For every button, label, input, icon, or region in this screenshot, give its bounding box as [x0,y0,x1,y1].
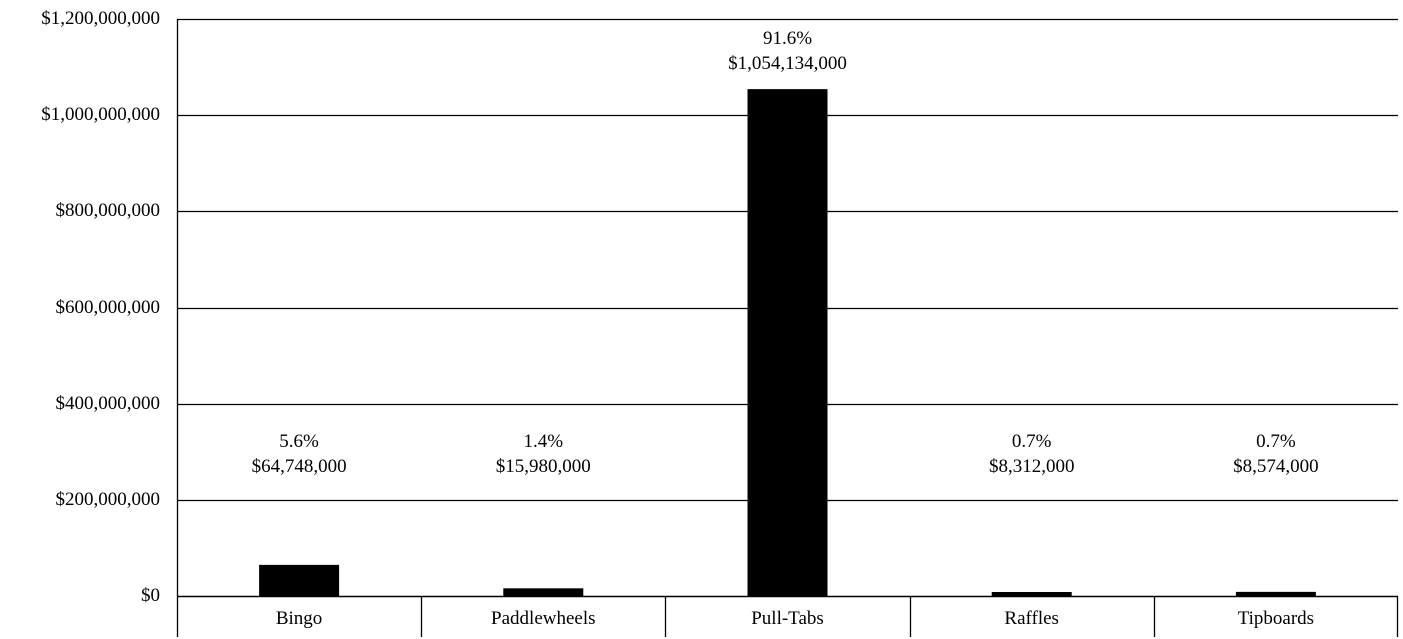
data-label-amount: $64,748,000 [252,456,347,477]
data-label-percent: 0.7% [1256,431,1296,452]
bar-bingo [259,564,340,596]
data-label-amount: $1,054,134,000 [728,53,847,74]
bars [259,89,1316,596]
data-label-percent: 5.6% [279,431,319,452]
data-label-percent: 1.4% [524,431,564,452]
data-label-amount: $15,980,000 [496,456,591,477]
data-label-amount: $8,574,000 [1233,456,1319,477]
y-tick-label: $1,000,000,000 [41,104,160,125]
y-tick-label: $400,000,000 [56,393,161,414]
x-tick-label: Bingo [276,608,322,629]
y-tick-label: $600,000,000 [56,297,161,318]
data-labels: 5.6% $64,748,000 1.4% $15,980,000 91.6% $1,05… [252,28,1319,477]
data-label-amount: $8,312,000 [989,456,1075,477]
bar-paddlewheels [503,588,584,596]
data-label-percent: 91.6% [763,28,812,49]
x-tick-label: Tipboards [1238,608,1314,629]
category-axis: Bingo Paddlewheels Pull-Tabs Raffles Tipboar… [276,596,1314,637]
y-tick-label: $0 [141,585,160,606]
x-tick-label: Pull-Tabs [751,608,824,629]
y-tick-label: $1,200,000,000 [41,8,160,29]
y-tick-label: $800,000,000 [56,200,161,221]
y-axis-tick-labels: $0 $200,000,000 $400,000,000 $600,000,000 $8… [41,8,160,606]
data-label-percent: 0.7% [1012,431,1052,452]
bar-pull-tabs [747,89,828,596]
x-tick-label: Raffles [1004,608,1059,629]
x-tick-label: Paddlewheels [491,608,595,629]
bar-raffles [991,592,1072,596]
y-tick-label: $200,000,000 [56,489,161,510]
bar-tipboards [1235,591,1316,596]
axes [176,19,1399,637]
